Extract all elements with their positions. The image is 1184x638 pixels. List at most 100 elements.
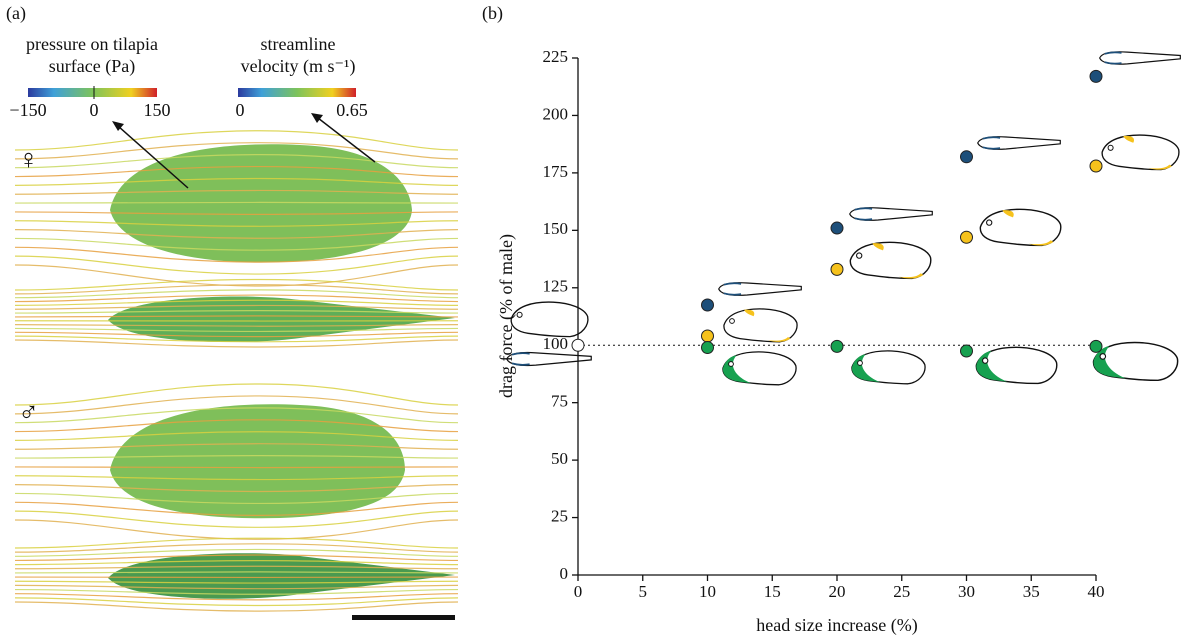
streamline <box>14 443 459 450</box>
legend-title: streamline <box>261 34 336 54</box>
streamline <box>14 548 459 557</box>
point <box>701 329 714 343</box>
point <box>1089 159 1103 173</box>
streamline <box>14 565 459 570</box>
streamline <box>14 220 459 227</box>
streamline <box>14 237 459 251</box>
streamline <box>14 601 459 612</box>
point <box>1089 69 1103 83</box>
point <box>960 230 973 244</box>
colorbar <box>28 88 157 97</box>
male-symbol: ♂ <box>18 397 39 428</box>
streamline <box>14 264 459 287</box>
point <box>701 341 714 355</box>
streamline <box>14 484 459 493</box>
fish-side <box>110 404 405 519</box>
streamline <box>14 310 459 314</box>
streamline <box>14 211 459 215</box>
streamline <box>14 475 459 481</box>
point <box>830 221 844 235</box>
streamline <box>14 407 459 424</box>
streamline <box>14 142 459 160</box>
streamline <box>14 339 459 348</box>
x-axis-title: head size increase (%) <box>756 615 917 636</box>
streamline <box>14 189 459 195</box>
streamline <box>14 165 459 178</box>
female-symbol: ♀ <box>18 144 39 175</box>
y-tick-label: 75 <box>551 392 568 411</box>
x-tick-label: 0 <box>574 582 583 601</box>
legend-title: surface (Pa) <box>49 56 135 77</box>
point <box>701 298 714 312</box>
colorbar-label: 0 <box>90 100 99 120</box>
point <box>960 344 973 358</box>
point <box>960 150 973 164</box>
streamline <box>14 560 459 566</box>
colorbar-label: −150 <box>9 100 46 120</box>
streamline <box>14 580 459 584</box>
point <box>830 262 844 276</box>
streamline <box>14 255 459 275</box>
streamline <box>14 588 459 595</box>
x-tick-label: 5 <box>639 582 648 601</box>
streamline <box>14 455 459 459</box>
streamline <box>14 395 459 415</box>
arrow <box>117 125 189 189</box>
x-tick-label: 10 <box>699 582 716 601</box>
colorbar-label: 0.65 <box>336 100 368 120</box>
streamline <box>14 327 459 333</box>
streamline <box>14 597 459 607</box>
streamline <box>14 201 459 204</box>
streamline <box>14 299 459 306</box>
arrow <box>317 117 376 163</box>
y-tick-label: 50 <box>551 449 568 468</box>
scale-bar <box>352 615 455 620</box>
y-tick-label: 0 <box>560 564 569 583</box>
streamline <box>14 593 459 601</box>
x-tick-label: 20 <box>829 582 846 601</box>
streamline <box>14 466 459 469</box>
fish-top <box>108 553 455 599</box>
streamline <box>14 501 459 516</box>
streamline <box>14 431 459 441</box>
y-axis-title: drag force (% of male) <box>496 234 517 398</box>
legend-title: velocity (m s⁻¹) <box>241 56 356 77</box>
cfd-image <box>14 130 459 612</box>
fish-outlines <box>505 50 1182 386</box>
arrowhead <box>311 113 323 123</box>
streamline <box>14 315 459 318</box>
x-tick-label: 35 <box>1023 582 1040 601</box>
streamline <box>14 177 459 186</box>
streamline <box>14 154 459 169</box>
streamline <box>14 492 459 505</box>
point <box>1089 339 1103 353</box>
point <box>571 338 585 352</box>
streamline <box>14 383 459 406</box>
y-tick-label: 25 <box>551 506 568 525</box>
y-tick-label: 150 <box>543 219 569 238</box>
streamline <box>14 554 459 562</box>
arrowhead <box>112 121 124 131</box>
colorbar-label: 150 <box>144 100 171 120</box>
panel-label: (b) <box>482 3 503 24</box>
streamline <box>14 324 459 327</box>
streamline <box>14 246 459 263</box>
colorbar <box>238 88 356 97</box>
streamline <box>14 519 459 540</box>
x-tick-label: 30 <box>958 582 975 601</box>
streamline <box>14 331 459 338</box>
y-tick-label: 125 <box>543 277 569 296</box>
y-tick-label: 100 <box>543 334 569 353</box>
colorbar-label: 0 <box>236 100 245 120</box>
streamline <box>14 584 459 590</box>
streamline <box>14 510 459 528</box>
streamline <box>14 543 459 553</box>
y-tick-label: 200 <box>543 104 569 123</box>
streamline <box>14 294 459 303</box>
x-tick-label: 15 <box>764 582 781 601</box>
streamline <box>14 335 459 343</box>
streamline <box>14 289 459 299</box>
y-tick-label: 175 <box>543 162 569 181</box>
panel-label: (a) <box>6 3 26 24</box>
